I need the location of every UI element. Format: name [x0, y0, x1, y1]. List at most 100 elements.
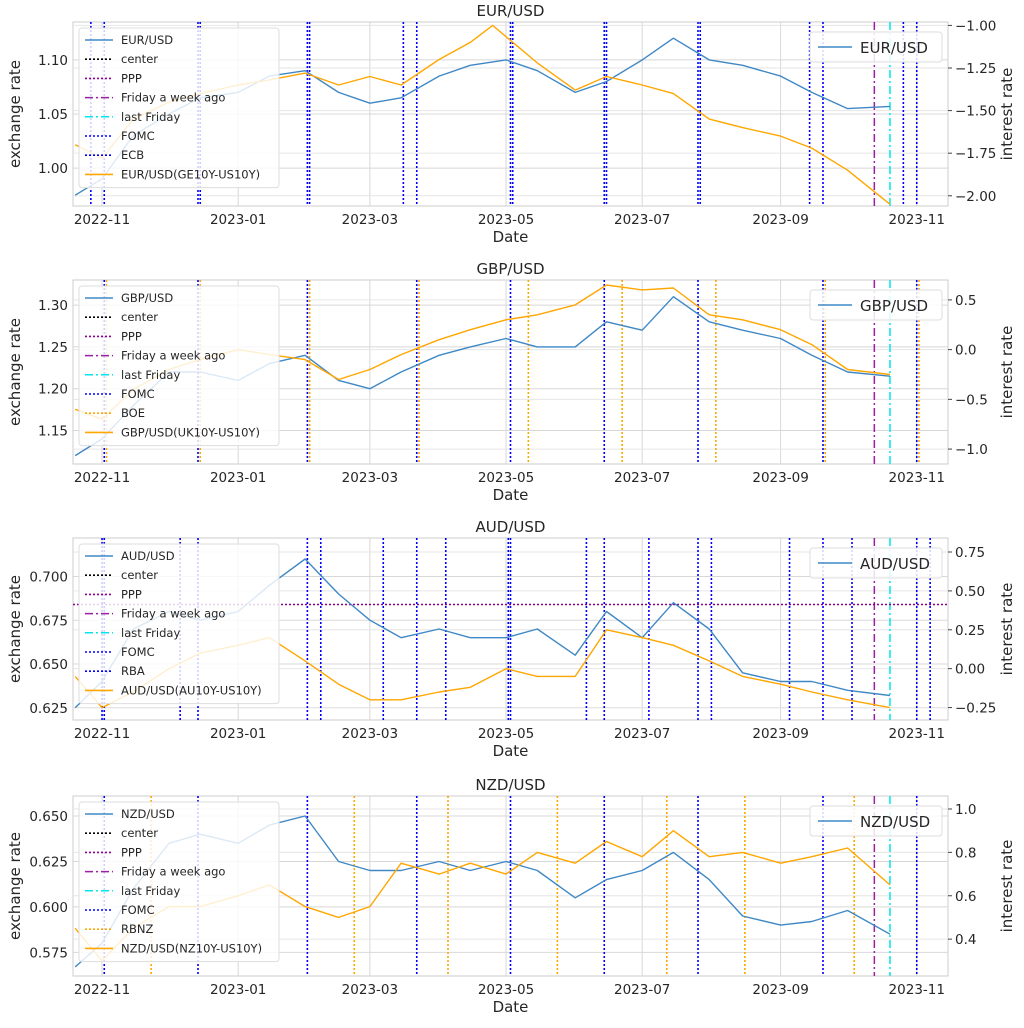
x-tick-label: 2023-07 [614, 212, 670, 228]
x-axis-label: Date [493, 228, 529, 246]
x-tick-label: 2023-05 [478, 212, 534, 228]
x-tick-label: 2023-03 [342, 212, 398, 228]
x-tick-label: 2022-11 [74, 212, 130, 228]
legend-entry: center [121, 826, 158, 840]
legend-entry: NZD/USD(NZ10Y-US10Y) [121, 941, 262, 955]
x-tick-label: 2023-01 [210, 212, 266, 228]
y2-axis-label: interest rate [998, 68, 1016, 161]
y-tick-label: 1.10 [38, 53, 68, 69]
legend-left [78, 27, 280, 189]
legend-entry: NZD/USD [121, 807, 175, 821]
y2-tick-label: 1.0 [955, 802, 976, 818]
y-tick-label: 0.575 [29, 945, 68, 961]
y2-tick-label: −2.00 [955, 189, 996, 205]
legend-entry: AUD/USD [860, 555, 930, 573]
legend-entry: ECB [121, 148, 144, 162]
y-axis-label: exchange rate [6, 832, 24, 940]
y-tick-label: 0.600 [29, 900, 68, 916]
x-tick-label: 2023-03 [342, 470, 398, 486]
y-tick-label: 0.625 [29, 854, 68, 870]
legend-entry: AUD/USD(AU10Y-US10Y) [121, 683, 262, 697]
x-tick-label: 2023-11 [889, 212, 945, 228]
x-tick-label: 2023-05 [478, 982, 534, 998]
x-tick-label: 2023-11 [889, 726, 945, 742]
y-tick-label: 1.05 [38, 107, 68, 123]
legend-entry: last Friday [121, 884, 180, 898]
legend-entry: BOE [121, 406, 145, 420]
legend-left [78, 801, 280, 963]
x-tick-label: 2023-01 [210, 726, 266, 742]
legend-entry: EUR/USD [121, 33, 173, 47]
y2-tick-label: −1.0 [955, 442, 988, 458]
y2-axis-label: interest rate [998, 840, 1016, 933]
y2-tick-label: −1.50 [955, 104, 996, 120]
legend-entry: FOMC [121, 387, 155, 401]
legend-entry: last Friday [121, 110, 180, 124]
y2-axis-label: interest rate [998, 326, 1016, 419]
legend-entry: GBP/USD(UK10Y-US10Y) [121, 425, 260, 439]
panel-title: NZD/USD [475, 776, 545, 794]
y-tick-label: 1.00 [38, 161, 68, 177]
x-tick-label: 2022-11 [74, 726, 130, 742]
legend-entry: PPP [121, 587, 142, 601]
x-tick-label: 2022-11 [74, 470, 130, 486]
y-tick-label: 0.650 [29, 809, 68, 825]
legend-entry: EUR/USD(GE10Y-US10Y) [121, 167, 260, 181]
legend-entry: RBA [121, 664, 145, 678]
legend-entry: center [121, 568, 158, 582]
panel-title: GBP/USD [476, 260, 544, 278]
x-tick-label: 2023-03 [342, 726, 398, 742]
legend-left [78, 285, 280, 447]
panel-title: AUD/USD [476, 518, 546, 536]
legend-right [809, 31, 943, 63]
x-tick-label: 2023-07 [614, 726, 670, 742]
y-tick-label: 1.15 [38, 424, 68, 440]
y2-tick-label: 0.50 [955, 584, 985, 600]
legend-entry: Friday a week ago [121, 865, 225, 879]
legend-entry: FOMC [121, 645, 155, 659]
y2-tick-label: 0.5 [955, 293, 976, 309]
legend-entry: PPP [121, 845, 142, 859]
y2-tick-label: −1.25 [955, 61, 996, 77]
legend-entry: center [121, 52, 158, 66]
legend-entry: Friday a week ago [121, 91, 225, 105]
legend-right [809, 547, 943, 579]
legend-entry: GBP/USD [860, 297, 928, 315]
y2-tick-label: −1.00 [955, 18, 996, 34]
y2-tick-label: 0.0 [955, 343, 976, 359]
x-tick-label: 2023-05 [478, 470, 534, 486]
y2-tick-label: −1.75 [955, 146, 996, 162]
y-axis-label: exchange rate [6, 60, 24, 168]
legend-entry: EUR/USD [860, 39, 928, 57]
legend-entry: FOMC [121, 903, 155, 917]
x-tick-label: 2023-09 [752, 212, 808, 228]
y-axis-label: exchange rate [6, 575, 24, 683]
x-tick-label: 2023-11 [889, 470, 945, 486]
x-tick-label: 2023-09 [752, 982, 808, 998]
x-axis-label: Date [493, 742, 529, 760]
legend-left [78, 543, 280, 705]
legend-entry: PPP [121, 71, 142, 85]
legend-entry: AUD/USD [121, 549, 175, 563]
y2-tick-label: 0.6 [955, 889, 976, 905]
x-tick-label: 2022-11 [74, 982, 130, 998]
legend-entry: GBP/USD [121, 291, 173, 305]
y-axis-label: exchange rate [6, 318, 24, 426]
y2-tick-label: 0.00 [955, 662, 985, 678]
y2-tick-label: −0.25 [955, 701, 996, 717]
legend-entry: Friday a week ago [121, 349, 225, 363]
panel-aud-usd: 2022-11 2023-01 2023-03 2023-05 2023-07 2023-… [6, 518, 1016, 760]
y-tick-label: 1.25 [38, 340, 68, 356]
x-tick-label: 2023-11 [889, 982, 945, 998]
x-tick-label: 2023-07 [614, 982, 670, 998]
panel-gbp-usd: 2022-11 2023-01 2023-03 2023-05 2023-07 2023-… [6, 260, 1016, 504]
x-tick-label: 2023-09 [752, 470, 808, 486]
x-axis-label: Date [493, 998, 529, 1016]
x-tick-label: 2023-01 [210, 470, 266, 486]
legend-entry: center [121, 310, 158, 324]
x-axis-label: Date [493, 486, 529, 504]
y-tick-label: 0.700 [29, 570, 68, 586]
x-tick-label: 2023-09 [752, 726, 808, 742]
